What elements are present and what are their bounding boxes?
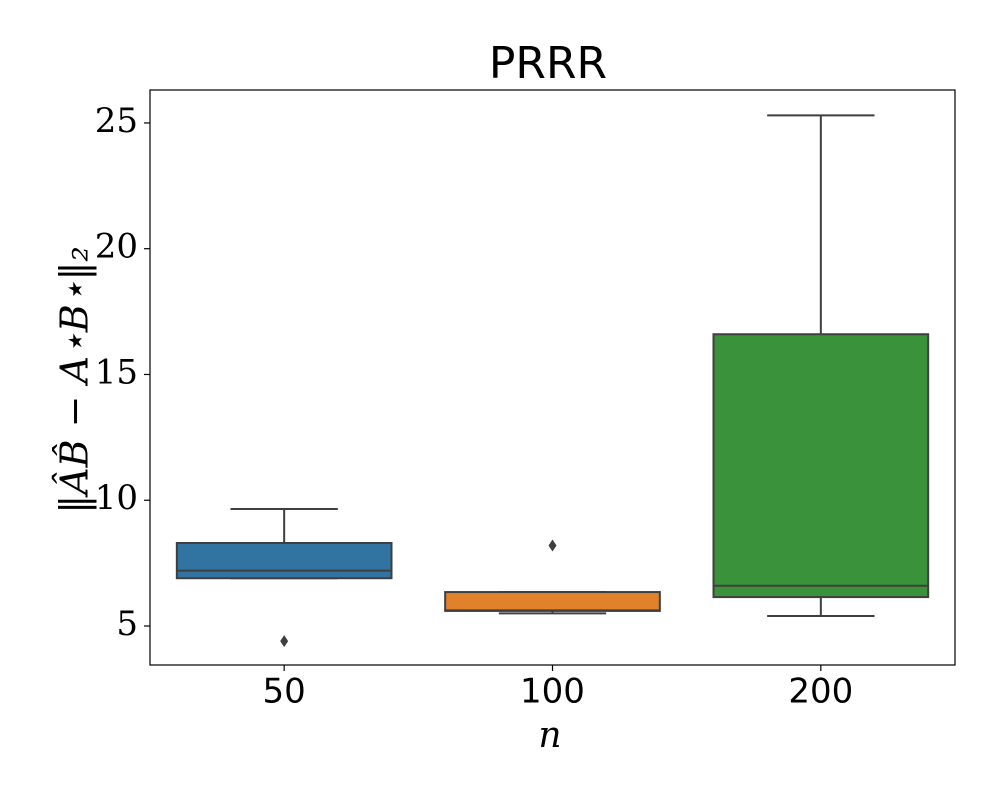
x-tick-label: 100 [520, 672, 585, 712]
x-tick-label: 200 [788, 672, 853, 712]
x-tick-label: 50 [263, 672, 306, 712]
box [175, 542, 393, 580]
box [712, 333, 930, 599]
y-tick-label: 5 [116, 604, 138, 644]
y-tick-label: 25 [95, 101, 138, 141]
outlier [548, 539, 557, 552]
y-tick-label: 10 [95, 478, 138, 518]
box [444, 591, 661, 612]
x-axis-label: n [538, 715, 561, 756]
y-tick-label: 15 [95, 352, 138, 392]
y-axis-label: ‖ÂB̂ − A⋆B⋆‖₂ [53, 246, 97, 514]
y-tick-label: 20 [95, 227, 138, 267]
chart-title: PRRR [489, 38, 607, 89]
outlier [280, 635, 289, 648]
